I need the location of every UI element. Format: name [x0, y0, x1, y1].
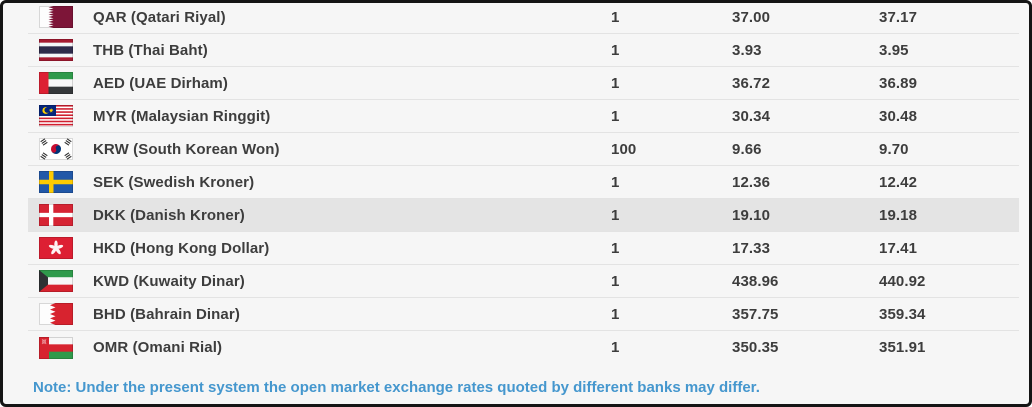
currency-label: BHD (Bahrain Dinar)	[93, 305, 240, 323]
unit-value: 1	[611, 41, 620, 59]
currency-label: HKD (Hong Kong Dollar)	[93, 239, 270, 257]
table-row-myr[interactable]: MYR (Malaysian Ringgit) 1 30.34 30.48	[28, 100, 1019, 133]
currency-label: KRW (South Korean Won)	[93, 140, 280, 158]
unit-value: 1	[611, 305, 620, 323]
selling-rate: 440.92	[879, 272, 926, 290]
table-row-aed[interactable]: AED (UAE Dirham) 1 36.72 36.89	[28, 67, 1019, 100]
flag-cell	[28, 237, 93, 259]
flag-cell	[28, 303, 93, 325]
buying-rate: 19.10	[732, 206, 771, 224]
unit-value: 1	[611, 206, 620, 224]
buying-rate: 36.72	[732, 74, 771, 92]
flag-se-icon	[39, 171, 73, 193]
flag-ae-icon	[39, 72, 73, 94]
selling-rate: 17.41	[879, 239, 918, 257]
flag-dk-icon	[39, 204, 73, 226]
buying-rate: 3.93	[732, 41, 762, 59]
table-row-sek[interactable]: SEK (Swedish Kroner) 1 12.36 12.42	[28, 166, 1019, 199]
flag-cell	[28, 336, 93, 359]
currency-label: SEK (Swedish Kroner)	[93, 173, 255, 191]
table-row-dkk[interactable]: DKK (Danish Kroner) 1 19.10 19.18	[28, 199, 1019, 232]
buying-rate: 438.96	[732, 272, 779, 290]
flag-cell	[28, 39, 93, 61]
buying-rate: 9.66	[732, 140, 762, 158]
unit-value: 100	[611, 140, 637, 158]
flag-hk-icon	[39, 237, 73, 259]
currency-label: AED (UAE Dirham)	[93, 74, 228, 92]
unit-value: 1	[611, 173, 620, 191]
table-row-kwd[interactable]: KWD (Kuwaity Dinar) 1 438.96 440.92	[28, 265, 1019, 298]
flag-cell	[28, 138, 93, 160]
flag-kw-icon	[39, 270, 73, 292]
currency-label: THB (Thai Baht)	[93, 41, 208, 59]
selling-rate: 3.95	[879, 41, 909, 59]
currency-label: MYR (Malaysian Ringgit)	[93, 107, 271, 125]
flag-bh-icon	[39, 303, 73, 325]
selling-rate: 9.70	[879, 140, 909, 158]
table-row-hkd[interactable]: HKD (Hong Kong Dollar) 1 17.33 17.41	[28, 232, 1019, 265]
unit-value: 1	[611, 339, 620, 356]
note-text: Note: Under the present system the open …	[33, 379, 760, 396]
selling-rate: 36.89	[879, 74, 918, 92]
flag-kr-icon	[39, 138, 73, 160]
flag-om-icon	[39, 336, 73, 359]
table-row-qar[interactable]: QAR (Qatari Riyal) 1 37.00 37.17	[28, 3, 1019, 34]
rates-table: QAR (Qatari Riyal) 1 37.00 37.17 THB (Th…	[28, 3, 1019, 364]
flag-cell	[28, 72, 93, 94]
selling-rate: 351.91	[879, 339, 926, 356]
selling-rate: 359.34	[879, 305, 926, 323]
unit-value: 1	[611, 107, 620, 125]
flag-cell	[28, 171, 93, 193]
flag-cell	[28, 270, 93, 292]
unit-value: 1	[611, 74, 620, 92]
table-row-bhd[interactable]: BHD (Bahrain Dinar) 1 357.75 359.34	[28, 298, 1019, 331]
unit-value: 1	[611, 272, 620, 290]
flag-my-icon	[39, 105, 73, 127]
table-row-omr[interactable]: OMR (Omani Rial) 1 350.35 351.91	[28, 331, 1019, 364]
table-row-thb[interactable]: THB (Thai Baht) 1 3.93 3.95	[28, 34, 1019, 67]
currency-label: OMR (Omani Rial)	[93, 339, 223, 356]
flag-cell	[28, 204, 93, 226]
buying-rate: 350.35	[732, 339, 779, 356]
unit-value: 1	[611, 8, 620, 26]
currency-label: KWD (Kuwaity Dinar)	[93, 272, 245, 290]
buying-rate: 357.75	[732, 305, 779, 323]
table-row-krw[interactable]: KRW (South Korean Won) 100 9.66 9.70	[28, 133, 1019, 166]
selling-rate: 12.42	[879, 173, 918, 191]
buying-rate: 30.34	[732, 107, 771, 125]
currency-label: DKK (Danish Kroner)	[93, 206, 245, 224]
buying-rate: 37.00	[732, 8, 771, 26]
buying-rate: 12.36	[732, 173, 771, 191]
selling-rate: 37.17	[879, 8, 918, 26]
flag-th-icon	[39, 39, 73, 61]
flag-qa-icon	[39, 6, 73, 28]
unit-value: 1	[611, 239, 620, 257]
selling-rate: 19.18	[879, 206, 918, 224]
currency-label: QAR (Qatari Riyal)	[93, 8, 226, 26]
buying-rate: 17.33	[732, 239, 771, 257]
flag-cell	[28, 105, 93, 127]
flag-cell	[28, 6, 93, 28]
selling-rate: 30.48	[879, 107, 918, 125]
